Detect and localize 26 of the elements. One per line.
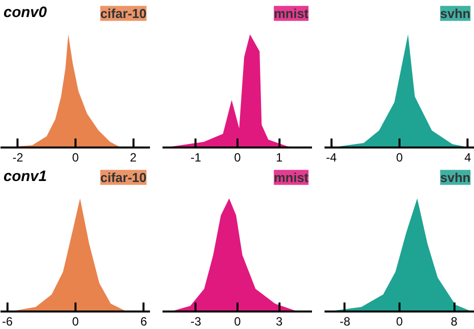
- text: svhn: [440, 170, 471, 185]
- x-tick-label: 6: [140, 314, 148, 328]
- text: mnist: [274, 6, 310, 21]
- text: mnist: [274, 170, 310, 185]
- x-tick-label: -2: [12, 150, 24, 164]
- x-tick-label: 2: [130, 150, 137, 164]
- x-tick-label: -1: [190, 150, 202, 164]
- text: cifar-10: [100, 6, 146, 21]
- x-tick-label: 0: [72, 314, 80, 328]
- x-tick-label: 0: [234, 314, 242, 328]
- chart-title: conv1: [4, 168, 47, 185]
- text: svhn: [440, 6, 471, 21]
- x-tick-label: 8: [450, 314, 458, 328]
- x-tick-label: 3: [276, 314, 283, 328]
- x-tick-label: 4: [464, 150, 472, 164]
- series-label: cifar-10: [100, 170, 146, 185]
- x-tick-label: 0: [72, 150, 80, 164]
- chart-title: conv0: [4, 4, 48, 21]
- x-tick-label: 1: [276, 150, 283, 164]
- x-tick-label: -6: [2, 314, 13, 328]
- x-tick-label: 0: [234, 150, 242, 164]
- x-tick-label: 0: [396, 150, 404, 164]
- x-tick-label: -4: [326, 150, 337, 164]
- x-tick-label: -3: [190, 314, 202, 328]
- x-tick-label: 0: [396, 314, 404, 328]
- x-tick-label: -8: [340, 314, 351, 328]
